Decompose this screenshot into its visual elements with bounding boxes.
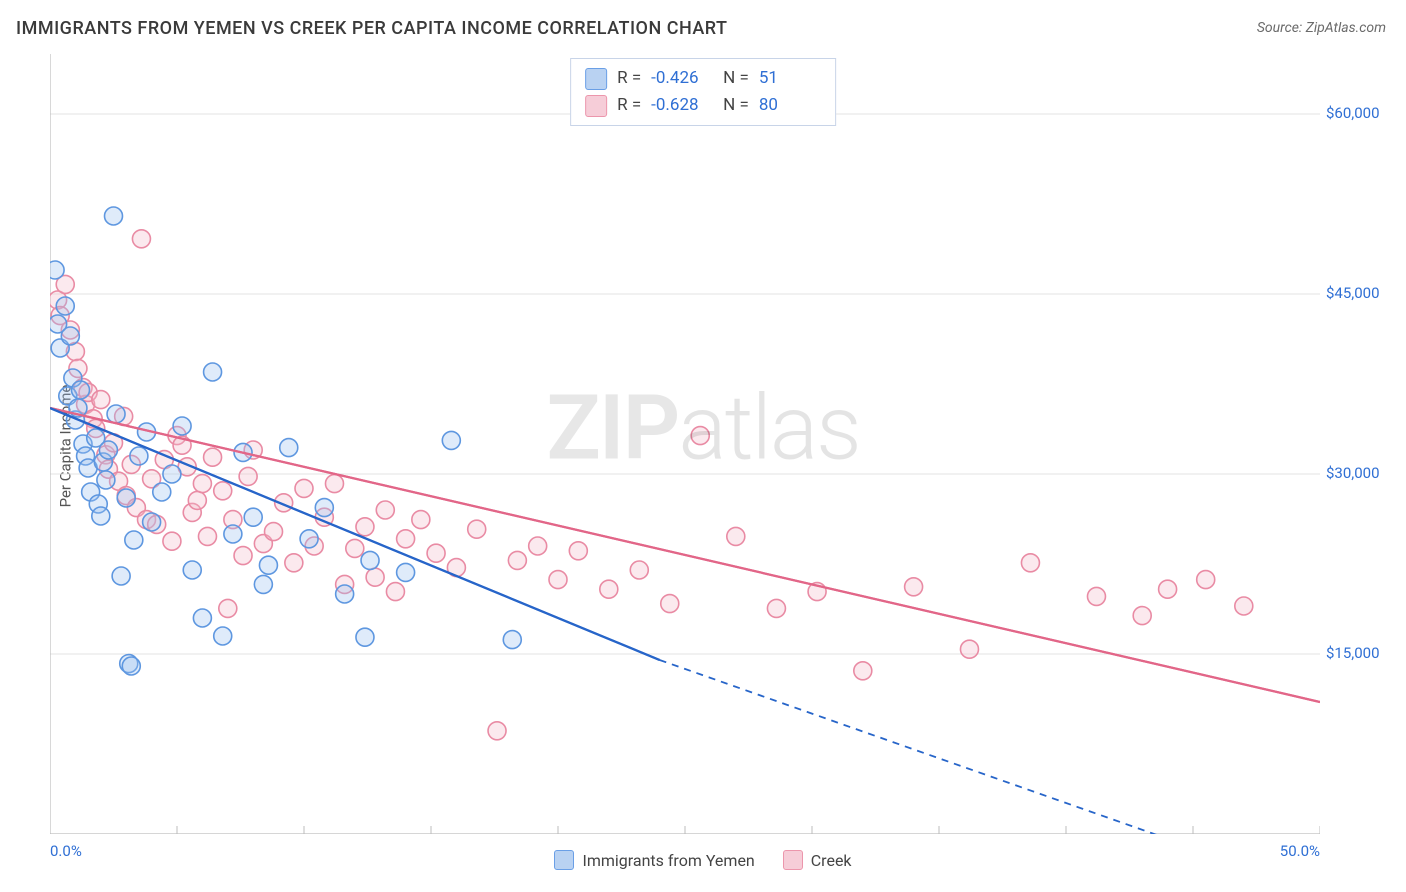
correlation-legend: R = -0.426 N = 51 R = -0.628 N = 80 xyxy=(570,58,836,126)
r-value-creek: -0.628 xyxy=(651,92,713,119)
y-tick-label: $60,000 xyxy=(1326,104,1380,122)
r-label: R = xyxy=(617,65,641,92)
n-label: N = xyxy=(723,92,749,119)
y-tick-label: $30,000 xyxy=(1326,464,1380,482)
series-legend: Immigrants from Yemen Creek xyxy=(0,850,1406,870)
legend-swatch-creek xyxy=(585,95,607,117)
legend-bottom-swatch-creek xyxy=(783,850,803,870)
chart-title: IMMIGRANTS FROM YEMEN VS CREEK PER CAPIT… xyxy=(16,18,728,39)
source-attribution: Source: ZipAtlas.com xyxy=(1257,20,1386,36)
chart-plot-area xyxy=(50,54,1320,834)
legend-item-yemen: Immigrants from Yemen xyxy=(554,850,754,870)
correlation-row-1: R = -0.426 N = 51 xyxy=(585,65,821,92)
legend-bottom-label-yemen: Immigrants from Yemen xyxy=(582,851,754,870)
legend-swatch-yemen xyxy=(585,68,607,90)
correlation-row-2: R = -0.628 N = 80 xyxy=(585,92,821,119)
legend-bottom-label-creek: Creek xyxy=(811,851,852,870)
n-value-yemen: 51 xyxy=(759,65,821,92)
r-value-yemen: -0.426 xyxy=(651,65,713,92)
chart-svg xyxy=(50,54,1320,834)
legend-bottom-swatch-yemen xyxy=(554,850,574,870)
n-label: N = xyxy=(723,65,749,92)
legend-item-creek: Creek xyxy=(783,850,852,870)
y-tick-label: $15,000 xyxy=(1326,644,1380,662)
n-value-creek: 80 xyxy=(759,92,821,119)
y-tick-label: $45,000 xyxy=(1326,284,1380,302)
r-label: R = xyxy=(617,92,641,119)
